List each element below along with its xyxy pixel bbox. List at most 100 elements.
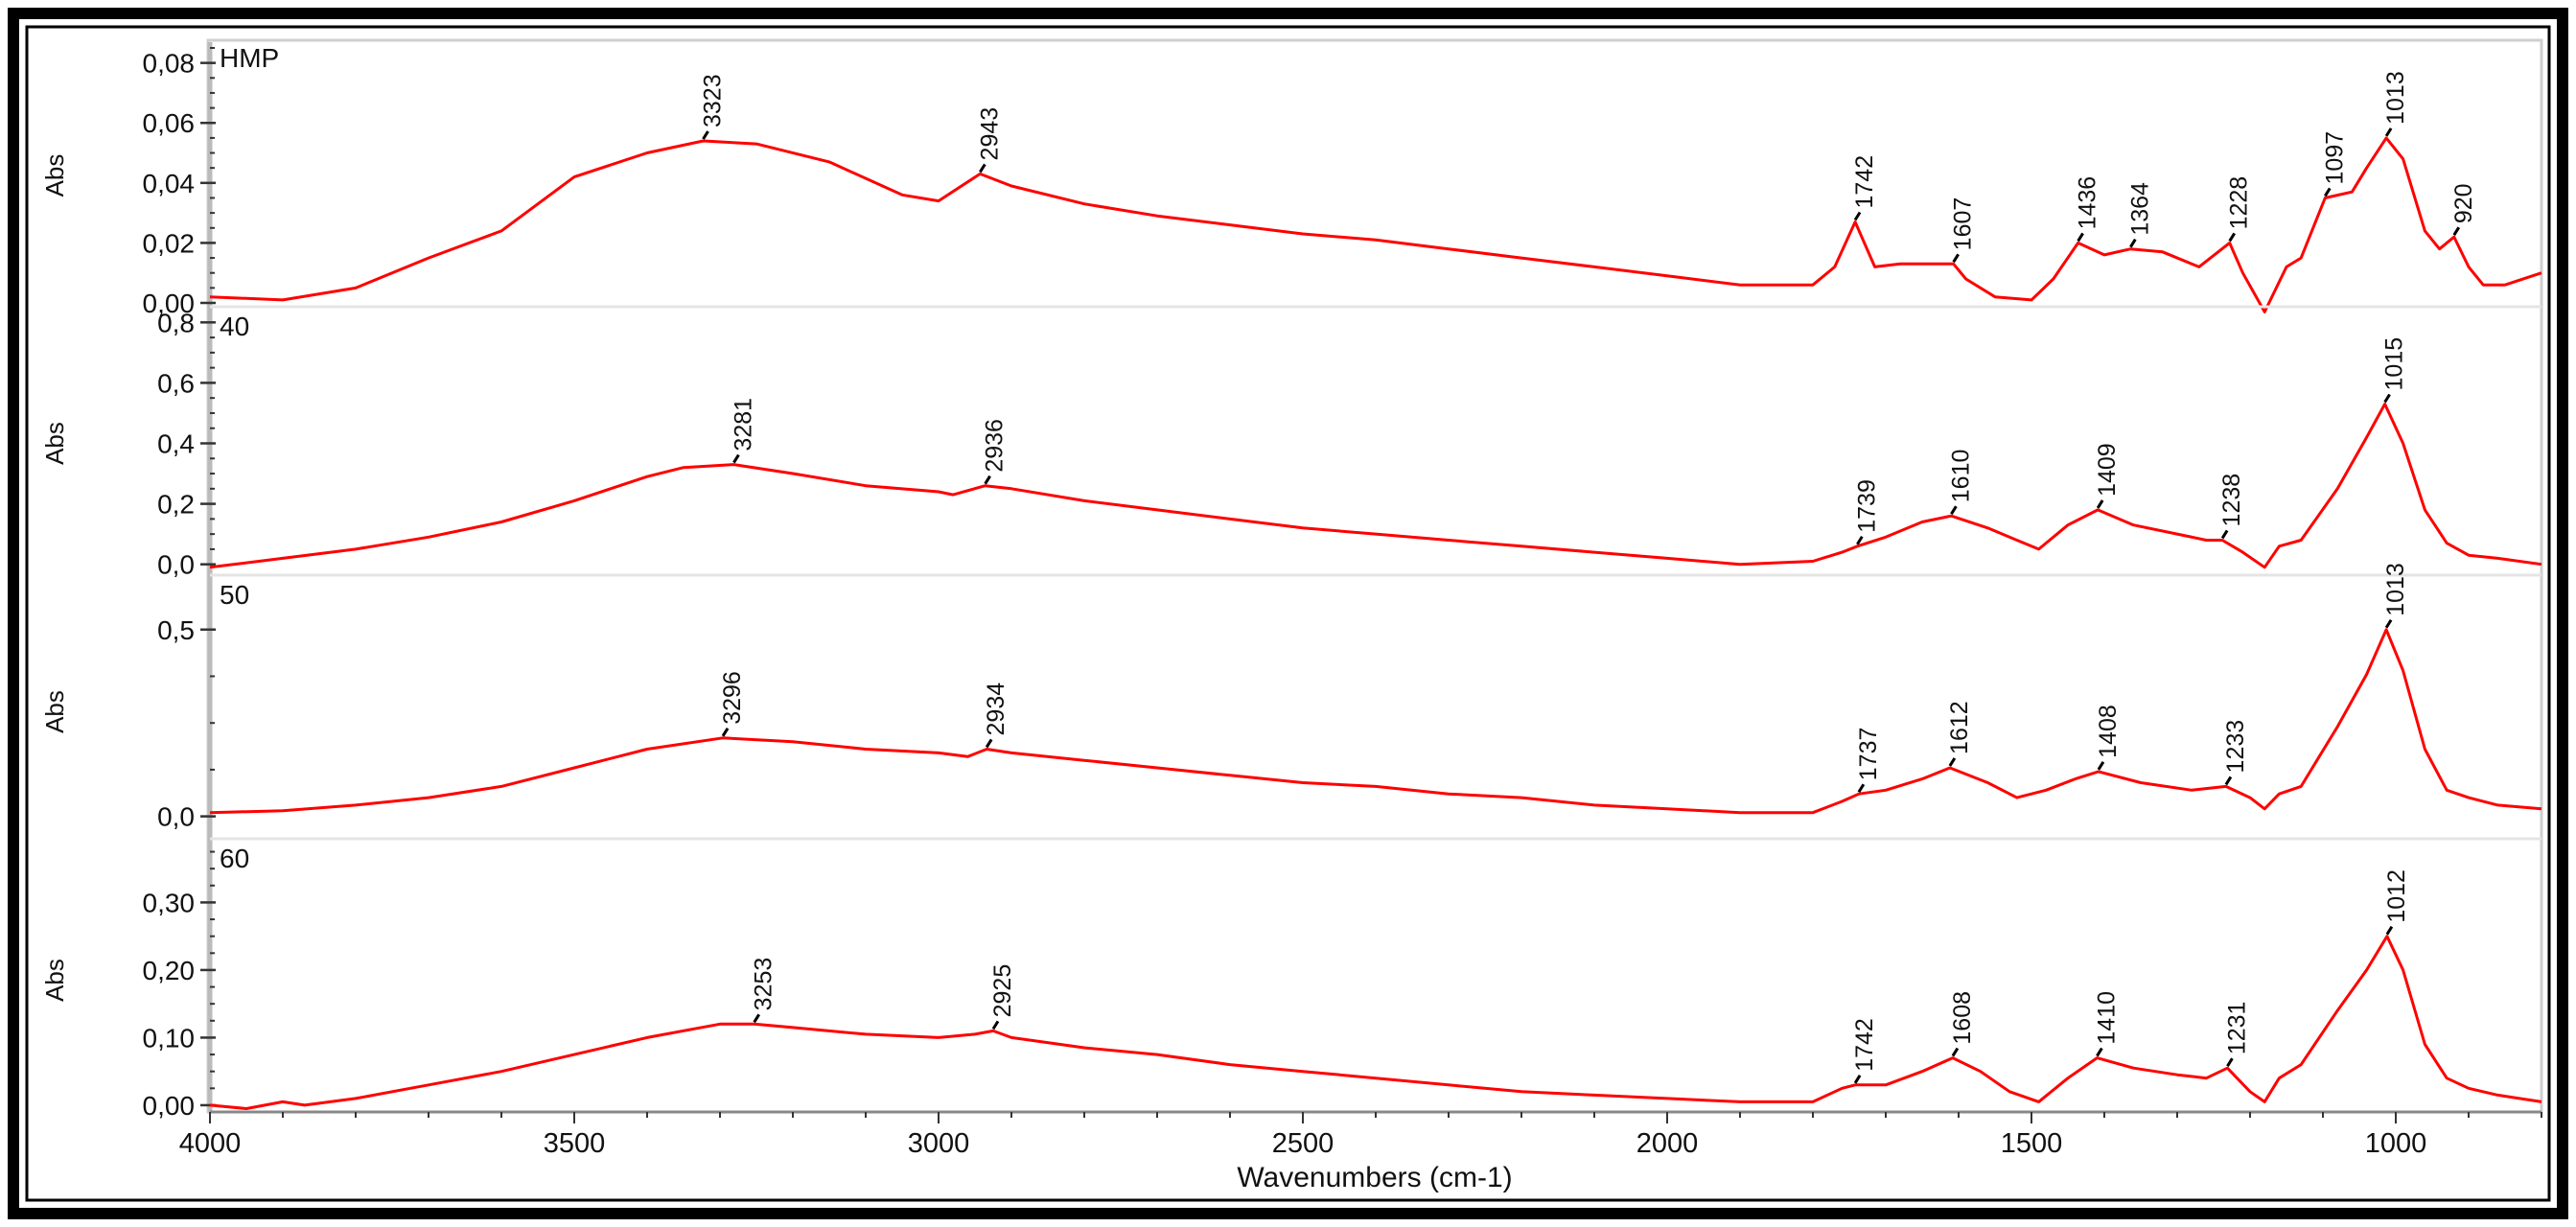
peak-label: 1436: [2075, 176, 2101, 230]
peak-label: 1607: [1950, 197, 1977, 251]
peak-marker: [732, 453, 740, 464]
y-tick-label: 0,4: [157, 429, 195, 459]
peak-marker: [2324, 187, 2332, 197]
peak-marker: [721, 727, 730, 737]
peak-marker: [2224, 776, 2233, 786]
peak-label: 1013: [2382, 563, 2409, 616]
panel-0: 0,00 0,02 0,04 0,06 0,08 Abs HMP 3323 2943 1742 16…: [40, 43, 2542, 318]
spectra-panels: 0,00 0,02 0,04 0,06 0,08 Abs HMP 3323 2943 1742 16…: [40, 43, 2542, 1121]
peak-label: 1228: [2226, 176, 2253, 230]
y-tick-label: 0,04: [143, 169, 196, 198]
y-tick-label: 0,02: [143, 228, 196, 258]
peak-marker: [1951, 1047, 1960, 1057]
peak-label: 3281: [730, 398, 756, 451]
panel-label: 40: [220, 312, 249, 341]
peak-marker: [2228, 232, 2236, 243]
peak-label: 3296: [719, 671, 746, 725]
inner-frame: [25, 25, 2551, 1202]
panel-1: 0,0 0,2 0,4 0,6 0,8 Abs 40 3281 2936 1739 1610 1409…: [40, 305, 2542, 580]
peak-label: 1012: [2383, 869, 2410, 923]
peak-marker: [2226, 1057, 2234, 1067]
panel-label: 60: [220, 844, 249, 873]
peak-label: 2936: [982, 419, 1009, 473]
peak-marker: [991, 1020, 1000, 1030]
x-tick-label: 1500: [2001, 1128, 2063, 1159]
y-tick-label: 0,30: [143, 888, 196, 917]
peak-label: 1410: [2093, 991, 2120, 1045]
x-tick-label: 2000: [1636, 1128, 1699, 1159]
peak-label: 920: [2450, 183, 2477, 223]
peak-marker: [2384, 127, 2393, 137]
y-tick-label: 0,00: [143, 289, 196, 318]
x-tick-label: 3000: [908, 1128, 970, 1159]
peak-label: 2943: [976, 107, 1003, 161]
x-tick-label: 2500: [1272, 1128, 1334, 1159]
peak-label: 1097: [2321, 131, 2348, 185]
peak-label: 3253: [751, 958, 777, 1011]
y-tick-label: 0,20: [143, 956, 196, 985]
y-tick-label: 0,0: [157, 802, 195, 832]
peak-label: 1231: [2223, 1002, 2250, 1055]
peak-label: 2925: [989, 964, 1016, 1018]
peak-marker: [1948, 757, 1957, 767]
peak-marker: [1856, 535, 1864, 545]
peak-marker: [2220, 529, 2229, 540]
peak-marker: [1950, 505, 1958, 516]
y-axis-label: Abs: [40, 690, 69, 733]
peak-label: 1742: [1851, 155, 1878, 209]
x-axis: 4000 3500 3000 2500 2000 1500 1000: [179, 1110, 2542, 1159]
y-tick-label: 0,08: [143, 49, 196, 79]
y-axis-label: Abs: [40, 422, 69, 465]
peak-marker: [2096, 499, 2104, 509]
x-tick-label: 3500: [544, 1128, 606, 1159]
y-tick-label: 0,00: [143, 1091, 196, 1121]
peak-marker: [979, 163, 986, 174]
peak-marker: [984, 475, 991, 485]
peak-label: 1608: [1949, 991, 1976, 1045]
peak-marker: [1952, 253, 1960, 264]
peak-label: 1742: [1851, 1018, 1878, 1072]
outer-frame: [8, 8, 2568, 1219]
peak-marker: [2096, 1047, 2103, 1057]
x-tick-label: 1000: [2365, 1128, 2427, 1159]
y-tick-label: 0,10: [143, 1023, 196, 1053]
peak-label: 1408: [2095, 705, 2122, 758]
peak-label: 1364: [2126, 182, 2153, 236]
panel-label: HMP: [220, 43, 279, 73]
panel-label: 50: [220, 580, 249, 610]
peak-label: 1409: [2094, 443, 2121, 497]
peak-marker: [702, 130, 709, 140]
peak-marker: [2097, 761, 2105, 771]
peak-marker: [2077, 232, 2084, 243]
y-axis-label: Abs: [40, 154, 69, 197]
y-tick-label: 0,6: [157, 368, 195, 398]
peak-label: 1612: [1946, 701, 1973, 754]
peak-label: 1238: [2218, 474, 2245, 527]
x-axis-label: Wavenumbers (cm-1): [1237, 1162, 1512, 1193]
spectrum-line: [209, 628, 2542, 815]
y-tick-label: 0,2: [157, 490, 195, 520]
peak-label: 1233: [2222, 720, 2249, 774]
peak-marker: [985, 738, 993, 749]
y-tick-label: 0,5: [157, 615, 195, 645]
peak-marker: [1853, 1074, 1862, 1084]
peak-label: 3323: [700, 74, 727, 127]
peak-label: 1610: [1947, 450, 1974, 503]
spectrum-line: [209, 136, 2542, 313]
peak-label: 1015: [2381, 337, 2408, 391]
y-tick-label: 0,0: [157, 550, 195, 580]
y-axis-label: Abs: [40, 959, 69, 1002]
panel-3: 0,00 0,10 0,20 0,30 Abs 60 3253 2925 1742 1608 141…: [40, 837, 2542, 1121]
peak-label: 1013: [2382, 71, 2409, 125]
peak-marker: [2452, 226, 2461, 236]
peak-label: 2934: [983, 683, 1010, 736]
peak-label: 1739: [1853, 479, 1880, 533]
y-tick-label: 0,8: [157, 308, 195, 337]
peak-marker: [1857, 783, 1866, 794]
peak-marker: [2384, 618, 2393, 629]
x-tick-label: 4000: [179, 1128, 242, 1159]
peak-marker: [2129, 238, 2137, 248]
spectrum-line: [209, 935, 2542, 1110]
peak-marker: [2383, 393, 2391, 404]
